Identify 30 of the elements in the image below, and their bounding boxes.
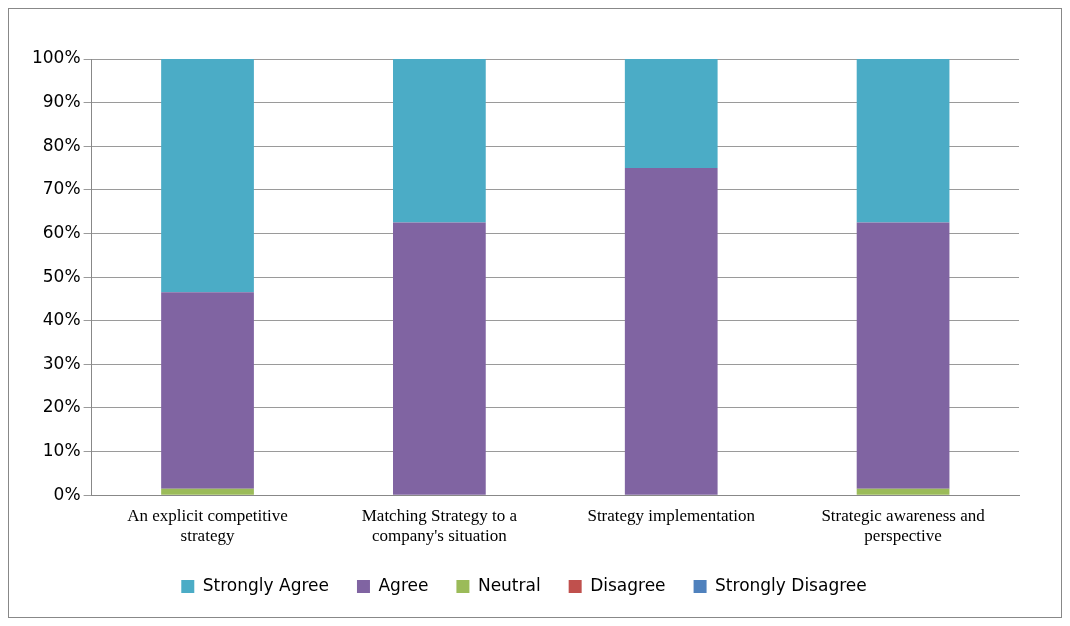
bar: [856, 222, 950, 489]
x-tick-label: Matching Strategy to a company's situation: [361, 505, 518, 546]
bar: [624, 168, 718, 495]
x-tick-label: Strategy implementation: [587, 505, 756, 525]
legend-label: Strongly Agree: [202, 574, 329, 595]
legend-label: Strongly Disagree: [715, 574, 867, 595]
y-tick-label: 90%: [42, 91, 81, 112]
legend-label: Disagree: [590, 574, 666, 595]
bar: [161, 488, 254, 495]
y-tick-label: 10%: [42, 440, 81, 460]
y-tick-label: 100%: [31, 47, 81, 68]
y-tick-label: 20%: [42, 396, 81, 417]
y-tick-label: 70%: [42, 178, 81, 199]
bar: [393, 59, 486, 223]
bar: [161, 292, 254, 489]
x-tick-label: Strategic awareness and perspective: [821, 505, 986, 546]
legend-label: Neutral: [477, 574, 541, 595]
legend-label: Agree: [378, 574, 429, 595]
y-tick-label: 40%: [42, 309, 81, 330]
x-tick-label: An explicit competitive strategy: [127, 505, 288, 546]
bar: [856, 488, 950, 495]
bar: [856, 59, 950, 223]
bar: [161, 59, 254, 293]
y-tick-label: 30%: [42, 352, 81, 373]
bar: [393, 222, 486, 495]
y-tick-label: 0%: [53, 483, 81, 504]
bar: [624, 59, 718, 169]
y-tick-label: 50%: [42, 265, 81, 286]
y-tick-label: 60%: [42, 221, 81, 242]
y-tick-label: 80%: [42, 134, 81, 155]
